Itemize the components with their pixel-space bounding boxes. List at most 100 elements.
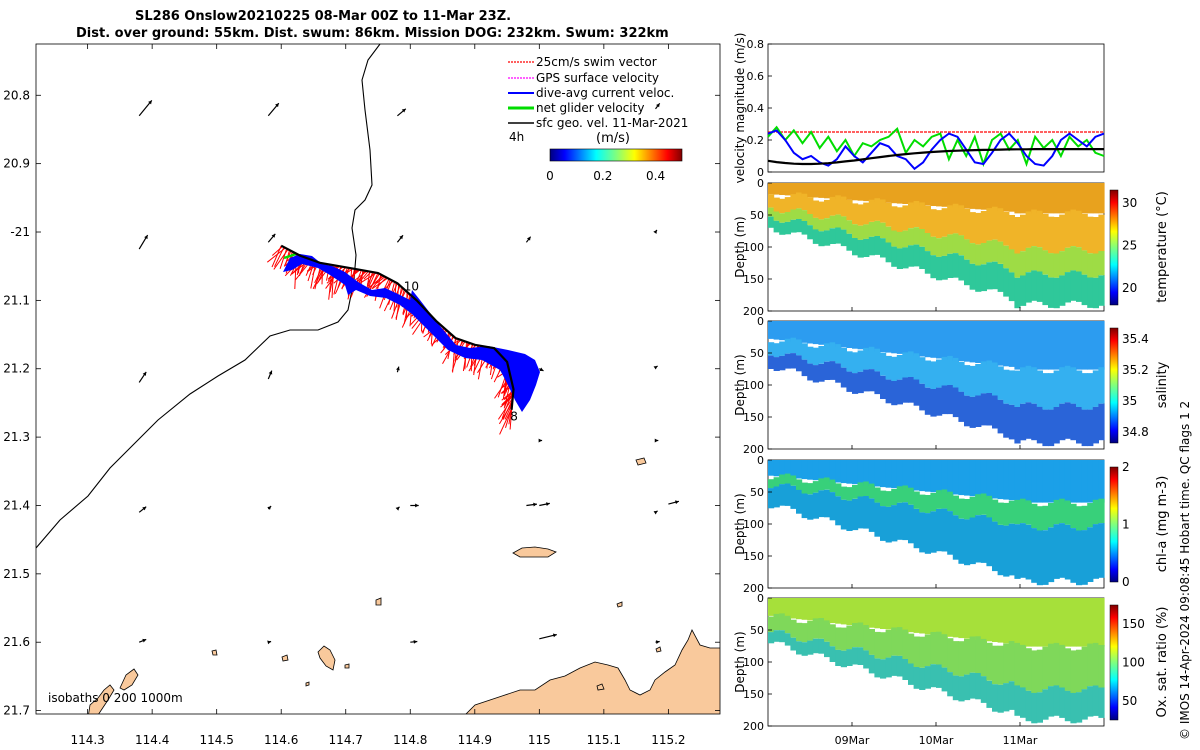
isobath-line bbox=[36, 44, 381, 549]
depth-tick-label: 200 bbox=[743, 720, 764, 733]
section-cell bbox=[924, 251, 931, 274]
section-cell bbox=[992, 183, 999, 211]
section-cell bbox=[980, 243, 987, 265]
section-cell bbox=[874, 598, 881, 629]
section-cell bbox=[857, 647, 864, 665]
section-cell bbox=[975, 364, 982, 396]
depth-tick-label: 50 bbox=[750, 624, 764, 637]
section-cell bbox=[1025, 648, 1032, 691]
section-cell bbox=[779, 630, 786, 643]
map-y-tick-label: 21.6 bbox=[3, 635, 30, 649]
section-cell bbox=[1059, 687, 1066, 718]
section-cell bbox=[818, 346, 825, 364]
section-cell bbox=[885, 460, 892, 488]
section-cell bbox=[1003, 268, 1010, 297]
section-cell bbox=[947, 205, 954, 235]
section-cell bbox=[1020, 598, 1027, 647]
section-cell bbox=[868, 321, 875, 351]
section-cell bbox=[1042, 213, 1049, 251]
depth-tick-label: 150 bbox=[743, 273, 764, 286]
section-cell bbox=[874, 198, 881, 221]
section-cell bbox=[784, 598, 791, 618]
section-cell bbox=[969, 212, 976, 244]
colorbar-tick: 0.4 bbox=[646, 169, 665, 183]
section-cell bbox=[835, 483, 842, 497]
section-cell bbox=[1087, 527, 1094, 582]
section-cell bbox=[1031, 209, 1038, 247]
island bbox=[596, 683, 605, 691]
section-cell bbox=[1008, 523, 1015, 576]
section-cell bbox=[1014, 642, 1021, 686]
depth-tick-label: 150 bbox=[743, 688, 764, 701]
section-cell bbox=[857, 482, 864, 497]
section-cell bbox=[896, 231, 903, 249]
section-cell bbox=[1070, 270, 1077, 301]
section-cell bbox=[1064, 272, 1071, 303]
section-cell bbox=[902, 502, 909, 541]
section-cell bbox=[941, 183, 948, 207]
section-cell bbox=[885, 226, 892, 243]
section-cell bbox=[796, 219, 803, 233]
geo-velocity-arrowhead bbox=[271, 233, 276, 238]
section-cell bbox=[980, 676, 987, 703]
section-cell bbox=[947, 511, 954, 555]
section-cell bbox=[846, 233, 853, 251]
section-cell bbox=[964, 499, 971, 520]
section-cell bbox=[779, 213, 786, 223]
section-cell bbox=[986, 680, 993, 708]
section-cell bbox=[779, 222, 786, 235]
section-cell bbox=[852, 598, 859, 626]
section-cell bbox=[913, 636, 920, 667]
section-cell bbox=[902, 230, 909, 248]
depth-tick-label: 100 bbox=[743, 656, 764, 669]
section-cell bbox=[1036, 210, 1043, 248]
section-cell bbox=[885, 506, 892, 543]
section-cell bbox=[829, 183, 836, 199]
section-cell bbox=[936, 509, 943, 552]
section-cell bbox=[1048, 460, 1055, 503]
section-cell bbox=[919, 494, 926, 513]
section-cell bbox=[829, 492, 836, 521]
section-cell bbox=[824, 343, 831, 362]
section-cell bbox=[958, 183, 965, 209]
temperature-colorbar-label: temperature (°C) bbox=[1155, 191, 1170, 303]
section-cell bbox=[1070, 367, 1077, 404]
section-cell bbox=[1053, 460, 1060, 503]
section-cell bbox=[874, 348, 881, 372]
section-cell bbox=[1098, 275, 1105, 306]
section-cell bbox=[908, 377, 915, 403]
section-cell bbox=[829, 479, 836, 493]
map-x-tick-label: 115 bbox=[528, 733, 551, 747]
section-cell bbox=[829, 460, 836, 482]
section-cell bbox=[913, 598, 920, 633]
map-y-tick-label: 21.7 bbox=[3, 704, 30, 718]
section-cell bbox=[1042, 646, 1049, 690]
section-cell bbox=[969, 672, 976, 699]
section-cell bbox=[1070, 460, 1077, 503]
section-cell bbox=[857, 371, 864, 394]
section-cell bbox=[868, 498, 875, 532]
section-cell bbox=[846, 649, 853, 666]
section-cell bbox=[1020, 460, 1027, 503]
depth-tick-label: 50 bbox=[750, 347, 764, 360]
section-cell bbox=[924, 205, 931, 233]
map-x-tick-label: 114.3 bbox=[70, 733, 104, 747]
section-cell bbox=[1092, 277, 1099, 309]
section-cell bbox=[1059, 403, 1066, 441]
section-cell bbox=[1087, 460, 1094, 503]
section-cell bbox=[874, 321, 881, 352]
section-cell bbox=[1053, 598, 1060, 647]
section-cell bbox=[863, 598, 870, 627]
section-cell bbox=[835, 598, 842, 624]
colorbar-tick-label: 25 bbox=[1122, 238, 1137, 252]
section-cell bbox=[936, 598, 943, 636]
section-cell bbox=[868, 654, 875, 674]
section-cell bbox=[1064, 247, 1071, 273]
interval-label: 4h bbox=[509, 130, 524, 144]
section-cell bbox=[885, 630, 892, 658]
section-cell bbox=[908, 663, 915, 685]
section-cell bbox=[902, 598, 909, 632]
section-cell bbox=[824, 321, 831, 346]
velocity-series-line bbox=[767, 148, 1104, 166]
section-cell bbox=[992, 261, 999, 290]
